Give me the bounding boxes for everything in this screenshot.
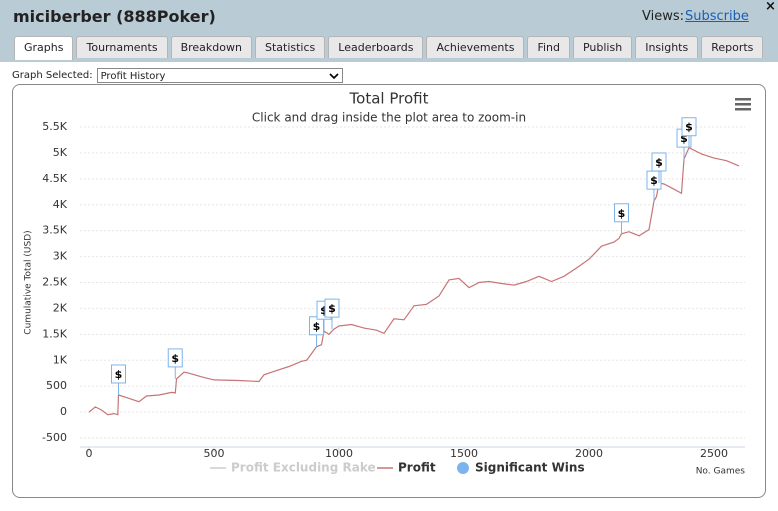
y-tick-label: 1.5K	[42, 327, 67, 340]
y-tick-label: 5.5K	[42, 120, 67, 133]
tab[interactable]: Statistics	[254, 36, 326, 58]
header-bar: miciberber (888Poker) Views: Subscribe ×…	[0, 0, 778, 62]
flag-box	[111, 364, 126, 384]
significant-win-flag: $	[111, 364, 126, 395]
x-tick-label: 500	[204, 447, 225, 460]
graph-selector-row: Graph Selected: Profit History	[12, 68, 343, 83]
tab[interactable]: Tournaments	[76, 36, 168, 58]
x-tick-label: 1000	[325, 447, 353, 460]
graph-selector[interactable]: Profit History	[96, 68, 343, 83]
chart-subtitle: Click and drag inside the plot area to z…	[252, 111, 526, 125]
flag-label: $	[680, 132, 688, 145]
chart-container	[12, 84, 766, 498]
flag-label: $	[115, 368, 123, 381]
tab[interactable]: Leaderboards	[328, 36, 424, 58]
dropdown-arrow	[329, 73, 339, 80]
significant-win-flag: $	[651, 152, 667, 183]
x-tick-label: 1500	[450, 447, 478, 460]
tab[interactable]: Publish	[572, 36, 633, 58]
views-label: Views:	[642, 9, 685, 24]
x-tick-label: 2500	[700, 447, 728, 460]
graph-selector-label: Graph Selected:	[12, 70, 93, 81]
chart-title: Total Profit	[349, 90, 429, 108]
tab[interactable]: Find	[527, 36, 570, 58]
legend-item[interactable]: Significant Wins	[457, 461, 585, 475]
flag-box	[681, 117, 697, 137]
x-tick-label: 0	[86, 447, 93, 460]
y-tick-label: 5K	[53, 146, 68, 159]
flag-box	[651, 152, 667, 172]
significant-win-flag: $	[167, 348, 183, 379]
flag-label: $	[618, 207, 626, 220]
flag-box	[167, 348, 183, 368]
page-title: miciberber (888Poker)	[13, 7, 216, 26]
y-tick-label: 500	[46, 379, 67, 392]
significant-win-flag: $	[681, 117, 697, 148]
y-tick-label: 4.5K	[42, 172, 67, 185]
y-tick-label: -500	[42, 431, 67, 444]
y-tick-label: 3.5K	[42, 224, 67, 237]
menu-button[interactable]	[735, 98, 751, 111]
y-tick-label: 0	[60, 405, 67, 418]
flag-box	[614, 203, 629, 223]
legend-item[interactable]: Profit Excluding Rake	[210, 461, 376, 475]
profit-line	[88, 146, 740, 416]
x-tick-label: 2000	[575, 447, 603, 460]
graph-selector-value: Profit History	[100, 71, 166, 82]
y-tick-label: 2.5K	[42, 276, 67, 289]
flag-label: $	[171, 352, 179, 365]
y-tick-label: 2K	[53, 301, 68, 314]
tab[interactable]: Breakdown	[170, 36, 252, 58]
flag-label: $	[650, 174, 658, 187]
legend-label: Profit Excluding Rake	[231, 461, 376, 475]
flag-label: $	[685, 121, 693, 134]
tab[interactable]: Graphs	[14, 36, 74, 60]
tab[interactable]: Reports	[701, 36, 764, 58]
flag-label: $	[313, 320, 321, 333]
tab[interactable]: Achievements	[426, 36, 525, 58]
close-button[interactable]: ×	[765, 0, 776, 14]
flag-label: $	[655, 156, 663, 169]
y-tick-label: 4K	[53, 198, 68, 211]
significant-win-flag: $	[614, 203, 629, 234]
x-axis-label: No. Games	[696, 467, 746, 477]
tab[interactable]: Insights	[635, 36, 699, 58]
tab-bar: Graphs Tournaments Breakdown Statistics Lead…	[14, 36, 764, 60]
subscribe-link[interactable]: Subscribe	[685, 9, 749, 24]
y-tick-label: 3K	[53, 250, 68, 263]
significant-win-flag: $	[324, 298, 340, 330]
legend-label: Profit	[398, 461, 436, 475]
y-axis-label: Cumulative Total (USD)	[24, 230, 34, 334]
y-tick-label: 1K	[53, 353, 68, 366]
legend-symbol	[457, 462, 469, 474]
legend-label: Significant Wins	[475, 461, 585, 475]
legend-item[interactable]: Profit	[377, 461, 436, 475]
flag-label: $	[328, 302, 336, 315]
flag-box	[324, 298, 340, 318]
flag-label: $	[320, 304, 328, 317]
